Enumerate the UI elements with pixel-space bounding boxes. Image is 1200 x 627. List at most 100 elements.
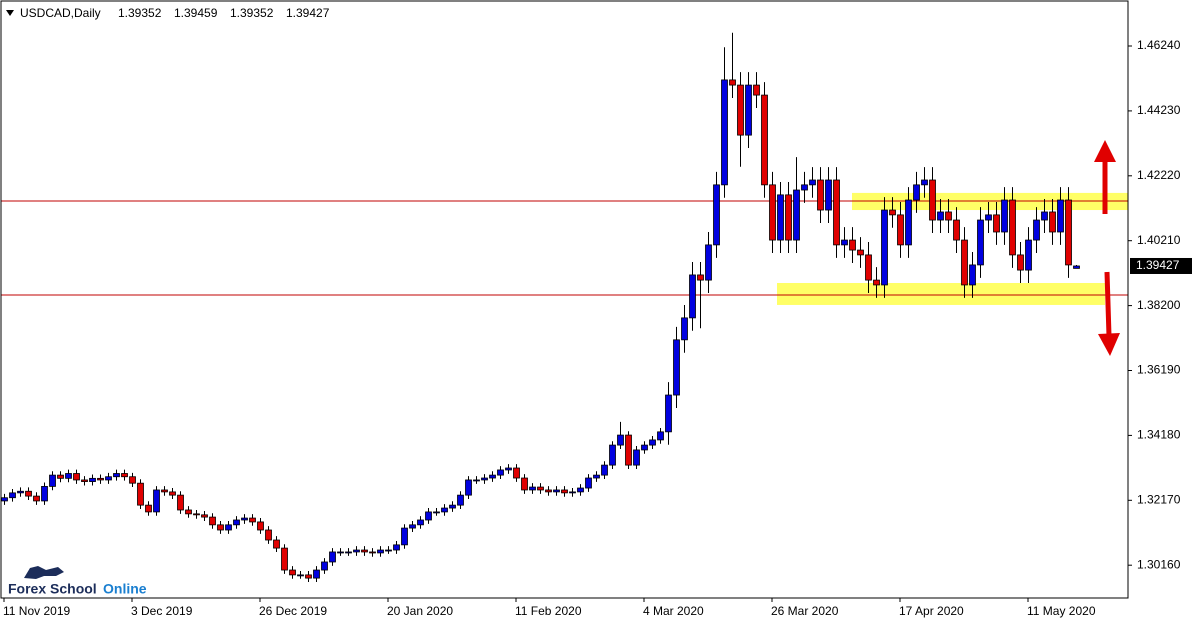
candle-body xyxy=(81,479,88,482)
candle-body xyxy=(561,489,568,494)
candle-body xyxy=(929,179,936,221)
candle-body xyxy=(673,339,680,396)
candle-body xyxy=(897,214,904,246)
candle-body xyxy=(1,497,8,502)
candle-body xyxy=(569,491,576,494)
candle-body xyxy=(337,551,344,554)
arrows xyxy=(1094,140,1120,356)
candle-body xyxy=(585,477,592,489)
candle-body xyxy=(513,467,520,479)
candle-body xyxy=(369,551,376,554)
candle-body xyxy=(65,473,72,479)
candle-body xyxy=(345,551,352,554)
candle-body xyxy=(729,79,736,86)
candle-body xyxy=(1057,199,1064,233)
candle-body xyxy=(721,79,728,186)
candle-body xyxy=(825,179,832,211)
candle-body xyxy=(881,209,888,286)
candle-body xyxy=(281,547,288,571)
symbol-title: USDCAD,Daily xyxy=(20,6,101,20)
candle-body xyxy=(1041,211,1048,221)
candle-body xyxy=(609,444,616,466)
candle-body xyxy=(961,239,968,286)
x-tick-label: 11 Feb 2020 xyxy=(515,604,582,618)
candle-body xyxy=(409,524,416,529)
candle-body xyxy=(425,511,432,521)
x-tick-label: 20 Jan 2020 xyxy=(387,604,453,618)
zone xyxy=(777,283,1105,305)
candle-body xyxy=(417,519,424,526)
x-tick-label: 4 Mar 2020 xyxy=(643,604,704,618)
candle-body xyxy=(57,474,64,479)
candle-body xyxy=(233,519,240,526)
candle-body xyxy=(537,486,544,491)
candle-body xyxy=(353,549,360,553)
candle-body xyxy=(593,474,600,479)
candle-body xyxy=(689,274,696,319)
x-tick-label: 11 May 2020 xyxy=(1027,604,1096,618)
logo: Forex School Online xyxy=(8,566,147,597)
candle-body xyxy=(225,524,232,531)
candle-body xyxy=(41,486,48,502)
y-tick-label: 1.32170 xyxy=(1137,492,1181,506)
x-tick-label: 26 Dec 2019 xyxy=(259,604,327,618)
candle-body xyxy=(1073,265,1080,269)
candle-body xyxy=(145,504,152,513)
candle-body xyxy=(265,529,272,541)
header-low: 1.39352 xyxy=(230,6,274,20)
y-tick-label: 1.42220 xyxy=(1137,168,1181,182)
menu-triangle xyxy=(6,10,14,16)
y-tick-label: 1.40210 xyxy=(1137,233,1181,247)
x-tick-label: 3 Dec 2019 xyxy=(131,604,193,618)
logo-icon xyxy=(24,566,64,579)
x-tick-label: 11 Nov 2019 xyxy=(3,604,70,618)
candle-body xyxy=(1033,219,1040,241)
candle-body xyxy=(681,317,688,341)
candle-body xyxy=(129,476,136,484)
candle-body xyxy=(601,464,608,476)
candle-body xyxy=(505,467,512,471)
candle-body xyxy=(649,439,656,446)
candle-body xyxy=(753,84,760,96)
x-tick-label: 17 Apr 2020 xyxy=(899,604,964,618)
candle-body xyxy=(25,490,32,497)
candle-body xyxy=(833,179,840,246)
candle-body xyxy=(745,84,752,136)
candle-body xyxy=(641,444,648,451)
candle-body xyxy=(441,507,448,513)
arrow-down-head xyxy=(1098,333,1120,356)
candle-body xyxy=(465,479,472,496)
candle-body xyxy=(305,574,312,579)
candle-body xyxy=(137,482,144,506)
candle-body xyxy=(953,219,960,241)
candle-body xyxy=(153,489,160,513)
candle-body xyxy=(777,194,784,241)
candle-body xyxy=(497,469,504,476)
candle-body xyxy=(969,264,976,286)
candle-body xyxy=(193,513,200,516)
candle-body xyxy=(17,490,24,494)
candle-body xyxy=(1049,211,1056,233)
candle-body xyxy=(801,184,808,191)
x-tick-label: 26 Mar 2020 xyxy=(771,604,839,618)
candle-body xyxy=(697,274,704,281)
price-label-box xyxy=(1130,257,1192,274)
candle-body xyxy=(657,431,664,441)
candle-body xyxy=(913,184,920,201)
candle-body xyxy=(185,509,192,515)
candle-body xyxy=(521,477,528,491)
candle-body xyxy=(257,521,264,531)
candle-body xyxy=(105,476,112,481)
candle-body xyxy=(529,486,536,491)
candle-body xyxy=(73,473,80,481)
candle-body xyxy=(945,211,952,221)
candle-body xyxy=(97,477,104,481)
plot-border xyxy=(0,0,1129,599)
candle-body xyxy=(1017,254,1024,271)
y-tick-label: 1.30160 xyxy=(1137,557,1181,571)
candle-body xyxy=(217,524,224,531)
candle-body xyxy=(201,514,208,518)
candle-body xyxy=(1065,199,1072,266)
candle-body xyxy=(769,184,776,241)
